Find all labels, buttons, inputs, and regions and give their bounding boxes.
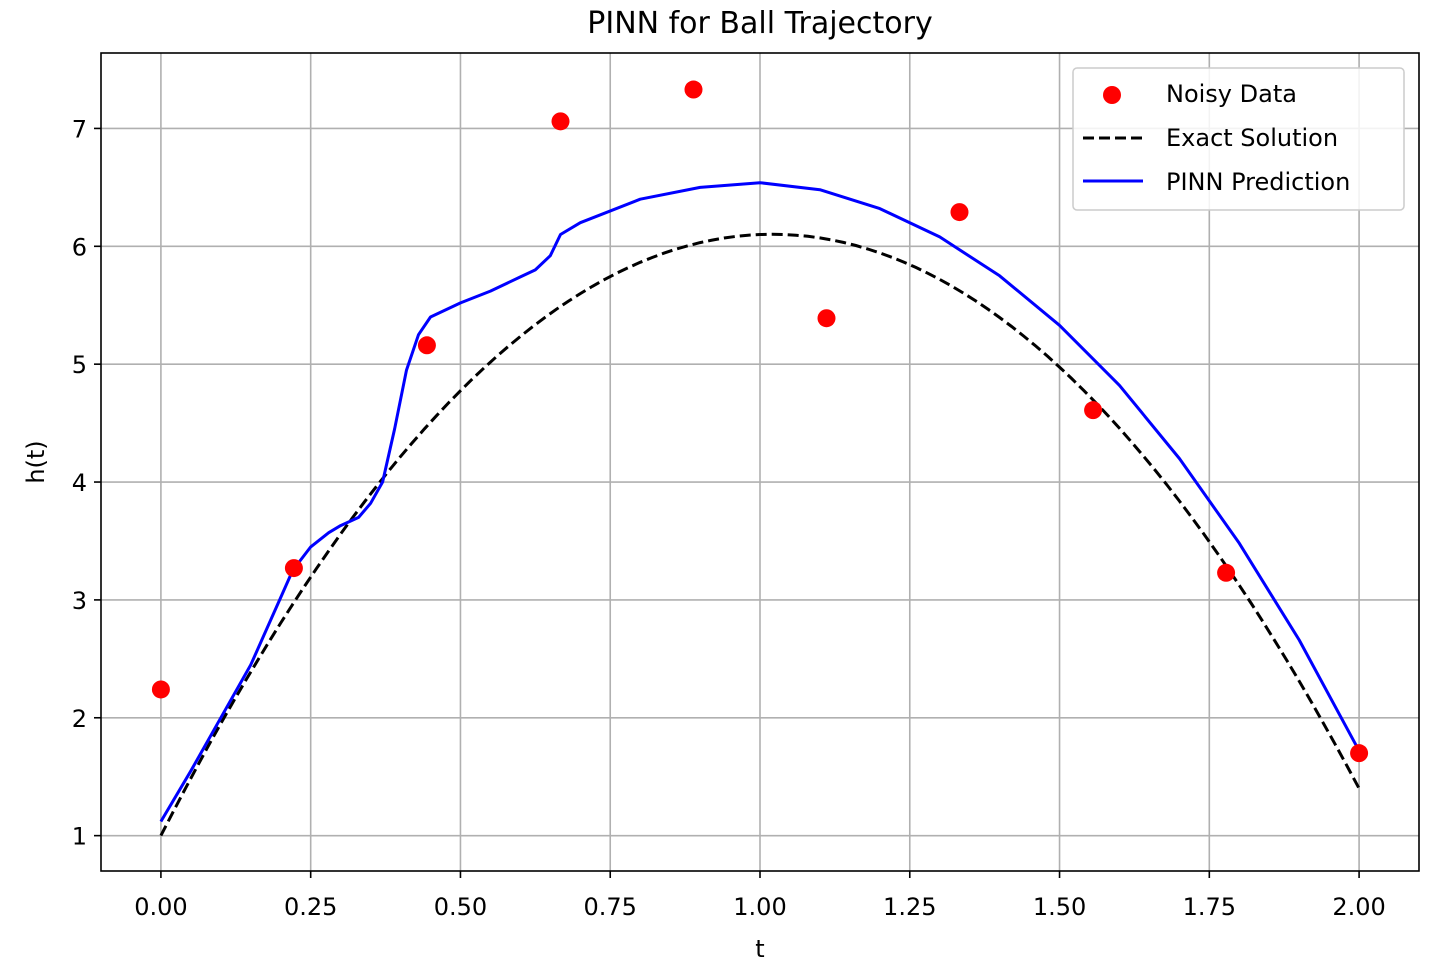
axis-ticks: 0.00 0.25 0.50 0.75 1.00 1.25 1.50 1.75 2.00 1 2 3 4… xyxy=(72,115,1386,921)
noisy-data-point xyxy=(1084,401,1103,420)
legend-label-exact-solution: Exact Solution xyxy=(1166,124,1338,152)
y-tick-label: 4 xyxy=(72,469,87,497)
legend-box xyxy=(1072,67,1405,211)
noisy-data-point xyxy=(417,336,436,355)
x-tick-label: 1.75 xyxy=(1183,893,1236,921)
x-axis-label: t xyxy=(755,935,764,963)
noisy-data-point xyxy=(551,112,570,131)
y-axis-label: h(t) xyxy=(22,440,50,483)
noisy-data-point xyxy=(1350,744,1369,763)
x-tick-label: 1.00 xyxy=(733,893,786,921)
noisy-data-point xyxy=(284,559,303,578)
plot-series xyxy=(151,80,1369,837)
legend-marker-noisy-data xyxy=(1103,86,1121,104)
noisy-data-point xyxy=(684,80,703,99)
x-tick-label: 1.25 xyxy=(883,893,936,921)
x-tick-label: 0.75 xyxy=(584,893,637,921)
y-tick-label: 3 xyxy=(72,587,87,615)
chart-title: PINN for Ball Trajectory xyxy=(587,6,932,41)
noisy-data-point xyxy=(151,680,170,699)
noisy-data-point xyxy=(950,203,969,222)
noisy-data-point xyxy=(817,309,836,328)
x-tick-label: 1.50 xyxy=(1033,893,1086,921)
legend-label-pinn-prediction: PINN Prediction xyxy=(1166,168,1350,196)
y-tick-label: 2 xyxy=(72,705,87,733)
y-tick-label: 1 xyxy=(72,823,87,851)
y-tick-label: 5 xyxy=(72,351,87,379)
x-tick-label: 0.00 xyxy=(134,893,187,921)
y-tick-label: 6 xyxy=(72,233,87,261)
legend: Noisy Data Exact Solution PINN Predictio… xyxy=(1072,67,1405,211)
legend-label-noisy-data: Noisy Data xyxy=(1166,80,1297,108)
y-tick-label: 7 xyxy=(72,115,87,143)
x-tick-label: 2.00 xyxy=(1332,893,1385,921)
pinn-prediction-line xyxy=(159,181,1361,823)
exact-solution-line xyxy=(159,232,1361,837)
x-tick-label: 0.25 xyxy=(284,893,337,921)
noisy-data-point xyxy=(1217,563,1236,582)
x-tick-label: 0.50 xyxy=(434,893,487,921)
